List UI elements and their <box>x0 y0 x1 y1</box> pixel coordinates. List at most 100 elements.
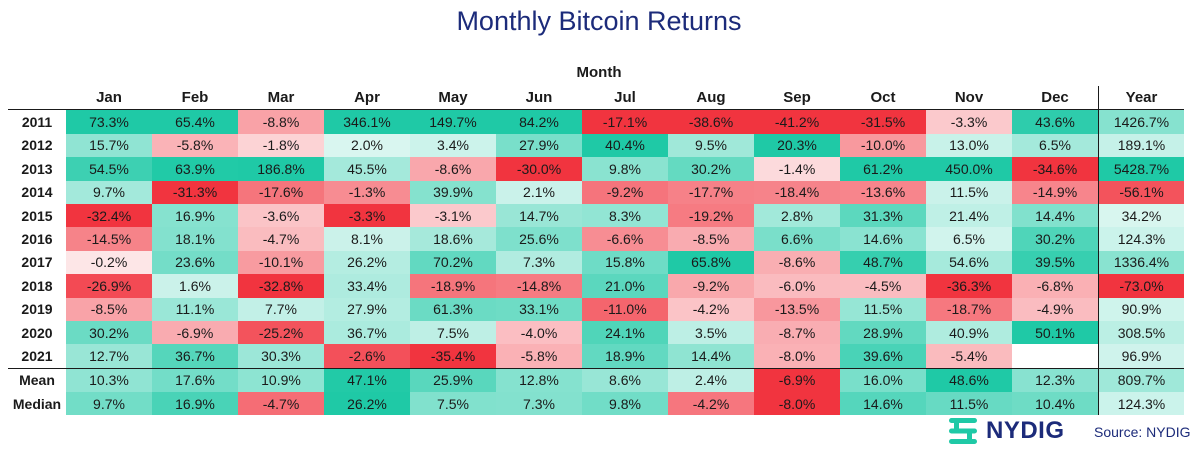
column-axis-label: Month <box>576 64 622 81</box>
cell-2013-nov: 450.0% <box>926 157 1012 181</box>
cell-median-jul: 9.8% <box>582 392 668 416</box>
cell-2016-apr: 8.1% <box>324 227 410 251</box>
cell-2016-dec: 30.2% <box>1012 227 1099 251</box>
cell-2018-feb: 1.6% <box>152 274 238 298</box>
cell-2017-aug: 65.8% <box>668 250 754 275</box>
cell-2018-sep: -6.0% <box>754 274 840 298</box>
cell-2013-jul: 9.8% <box>582 157 668 181</box>
cell-2016-mar: -4.7% <box>238 227 324 251</box>
cell-2019-may: 61.3% <box>410 297 496 321</box>
cell-2014-year: -56.1% <box>1098 180 1184 204</box>
cell-2020-apr: 36.7% <box>324 320 410 345</box>
cell-median-year: 124.3% <box>1098 392 1184 416</box>
cell-2021-jul: 18.9% <box>582 344 668 369</box>
cell-2012-dec: 6.5% <box>1012 133 1099 158</box>
cell-2019-aug: -4.2% <box>668 297 754 321</box>
column-header-dec: Dec <box>1012 86 1099 111</box>
cell-2021-jun: -5.8% <box>496 344 582 369</box>
cell-median-apr: 26.2% <box>324 392 410 416</box>
summary-row-median: Median 9.7% 16.9% -4.7% 26.2% 7.5% 7.3% 9.8% -4.… <box>8 392 1184 416</box>
cell-2016-jul: -6.6% <box>582 227 668 251</box>
cell-2014-nov: 11.5% <box>926 180 1012 204</box>
cell-2021-dec <box>1012 344 1099 369</box>
cell-2018-aug: -9.2% <box>668 274 754 298</box>
cell-2015-jul: 8.3% <box>582 203 668 228</box>
cell-2015-feb: 16.9% <box>152 203 238 228</box>
cell-2012-mar: -1.8% <box>238 133 324 158</box>
cell-2016-sep: 6.6% <box>754 227 840 251</box>
cell-2018-jun: -14.8% <box>496 274 582 298</box>
nydig-logo: NYDIG <box>946 416 1065 446</box>
cell-2011-dec: 43.6% <box>1012 109 1099 134</box>
cell-2020-dec: 50.1% <box>1012 320 1099 345</box>
cell-2017-jan: -0.2% <box>66 250 152 275</box>
cell-2013-dec: -34.6% <box>1012 157 1099 181</box>
row-label: 2020 <box>21 324 53 341</box>
cell-mean-sep: -6.9% <box>754 367 840 393</box>
cell-2011-oct: -31.5% <box>840 109 926 134</box>
cell-mean-year: 809.7% <box>1098 367 1184 393</box>
cell-2019-nov: -18.7% <box>926 297 1012 321</box>
year-row-2017: 2017 -0.2% 23.6% -10.1% 26.2% 70.2% 7.3% 15.8% 6… <box>8 250 1184 275</box>
column-header-may: May <box>410 86 496 111</box>
cell-2016-may: 18.6% <box>410 227 496 251</box>
cell-2018-jan: -26.9% <box>66 274 152 298</box>
cell-2014-sep: -18.4% <box>754 180 840 204</box>
row-label: 2015 <box>21 207 53 224</box>
row-label: Mean <box>8 367 66 393</box>
cell-median-mar: -4.7% <box>238 392 324 416</box>
cell-2019-mar: 7.7% <box>238 297 324 321</box>
cell-2019-jun: 33.1% <box>496 297 582 321</box>
cell-2014-mar: -17.6% <box>238 180 324 204</box>
year-row-2013: 2013 54.5% 63.9% 186.8% 45.5% -8.6% -30.0% 9.8%… <box>8 157 1184 181</box>
cell-2017-jul: 15.8% <box>582 250 668 275</box>
cell-2020-mar: -25.2% <box>238 320 324 345</box>
cell-2019-jan: -8.5% <box>66 297 152 321</box>
cell-2011-sep: -41.2% <box>754 109 840 134</box>
cell-2013-jun: -30.0% <box>496 157 582 181</box>
cell-2011-aug: -38.6% <box>668 109 754 134</box>
cell-2018-dec: -6.8% <box>1012 274 1099 298</box>
column-header-jun: Jun <box>496 86 582 111</box>
row-label: Median <box>12 395 62 412</box>
cell-2017-nov: 54.6% <box>926 250 1012 275</box>
cell-2021-apr: -2.6% <box>324 344 410 369</box>
cell-2019-apr: 27.9% <box>324 297 410 321</box>
cell-median-may: 7.5% <box>410 392 496 416</box>
row-label: 2021 <box>21 347 53 364</box>
cell-2017-apr: 26.2% <box>324 250 410 275</box>
cell-2011-may: 149.7% <box>410 109 496 134</box>
cell-2020-year: 308.5% <box>1098 320 1184 345</box>
cell-2021-oct: 39.6% <box>840 344 926 369</box>
cell-mean-dec: 12.3% <box>1012 367 1099 393</box>
cell-median-feb: 16.9% <box>152 392 238 416</box>
cell-2018-jul: 21.0% <box>582 274 668 298</box>
row-label: 2016 <box>21 231 53 248</box>
cell-2014-jan: 9.7% <box>66 180 152 204</box>
cell-2016-aug: -8.5% <box>668 227 754 251</box>
cell-2011-jan: 73.3% <box>66 109 152 134</box>
cell-2013-mar: 186.8% <box>238 157 324 181</box>
corner-header <box>8 86 66 111</box>
cell-median-dec: 10.4% <box>1012 392 1099 416</box>
cell-2017-oct: 48.7% <box>840 250 926 275</box>
chart-title: Monthly Bitcoin Returns <box>456 6 742 36</box>
cell-2014-feb: -31.3% <box>152 180 238 204</box>
cell-2020-oct: 28.9% <box>840 320 926 345</box>
cell-mean-nov: 48.6% <box>926 367 1012 393</box>
column-header-feb: Feb <box>152 86 238 111</box>
cell-2018-nov: -36.3% <box>926 274 1012 298</box>
cell-2018-mar: -32.8% <box>238 274 324 298</box>
column-header-mar: Mar <box>238 86 324 111</box>
cell-2015-sep: 2.8% <box>754 203 840 228</box>
cell-2013-may: -8.6% <box>410 157 496 181</box>
cell-mean-mar: 10.9% <box>238 367 324 393</box>
year-row-2015: 2015 -32.4% 16.9% -3.6% -3.3% -3.1% 14.7% 8.3% -… <box>8 203 1184 228</box>
cell-2014-may: 39.9% <box>410 180 496 204</box>
row-label: 2017 <box>21 254 53 271</box>
column-header-jan: Jan <box>66 86 152 111</box>
cell-2012-aug: 9.5% <box>668 133 754 158</box>
cell-mean-feb: 17.6% <box>152 367 238 393</box>
cell-2012-apr: 2.0% <box>324 133 410 158</box>
cell-2012-nov: 13.0% <box>926 133 1012 158</box>
